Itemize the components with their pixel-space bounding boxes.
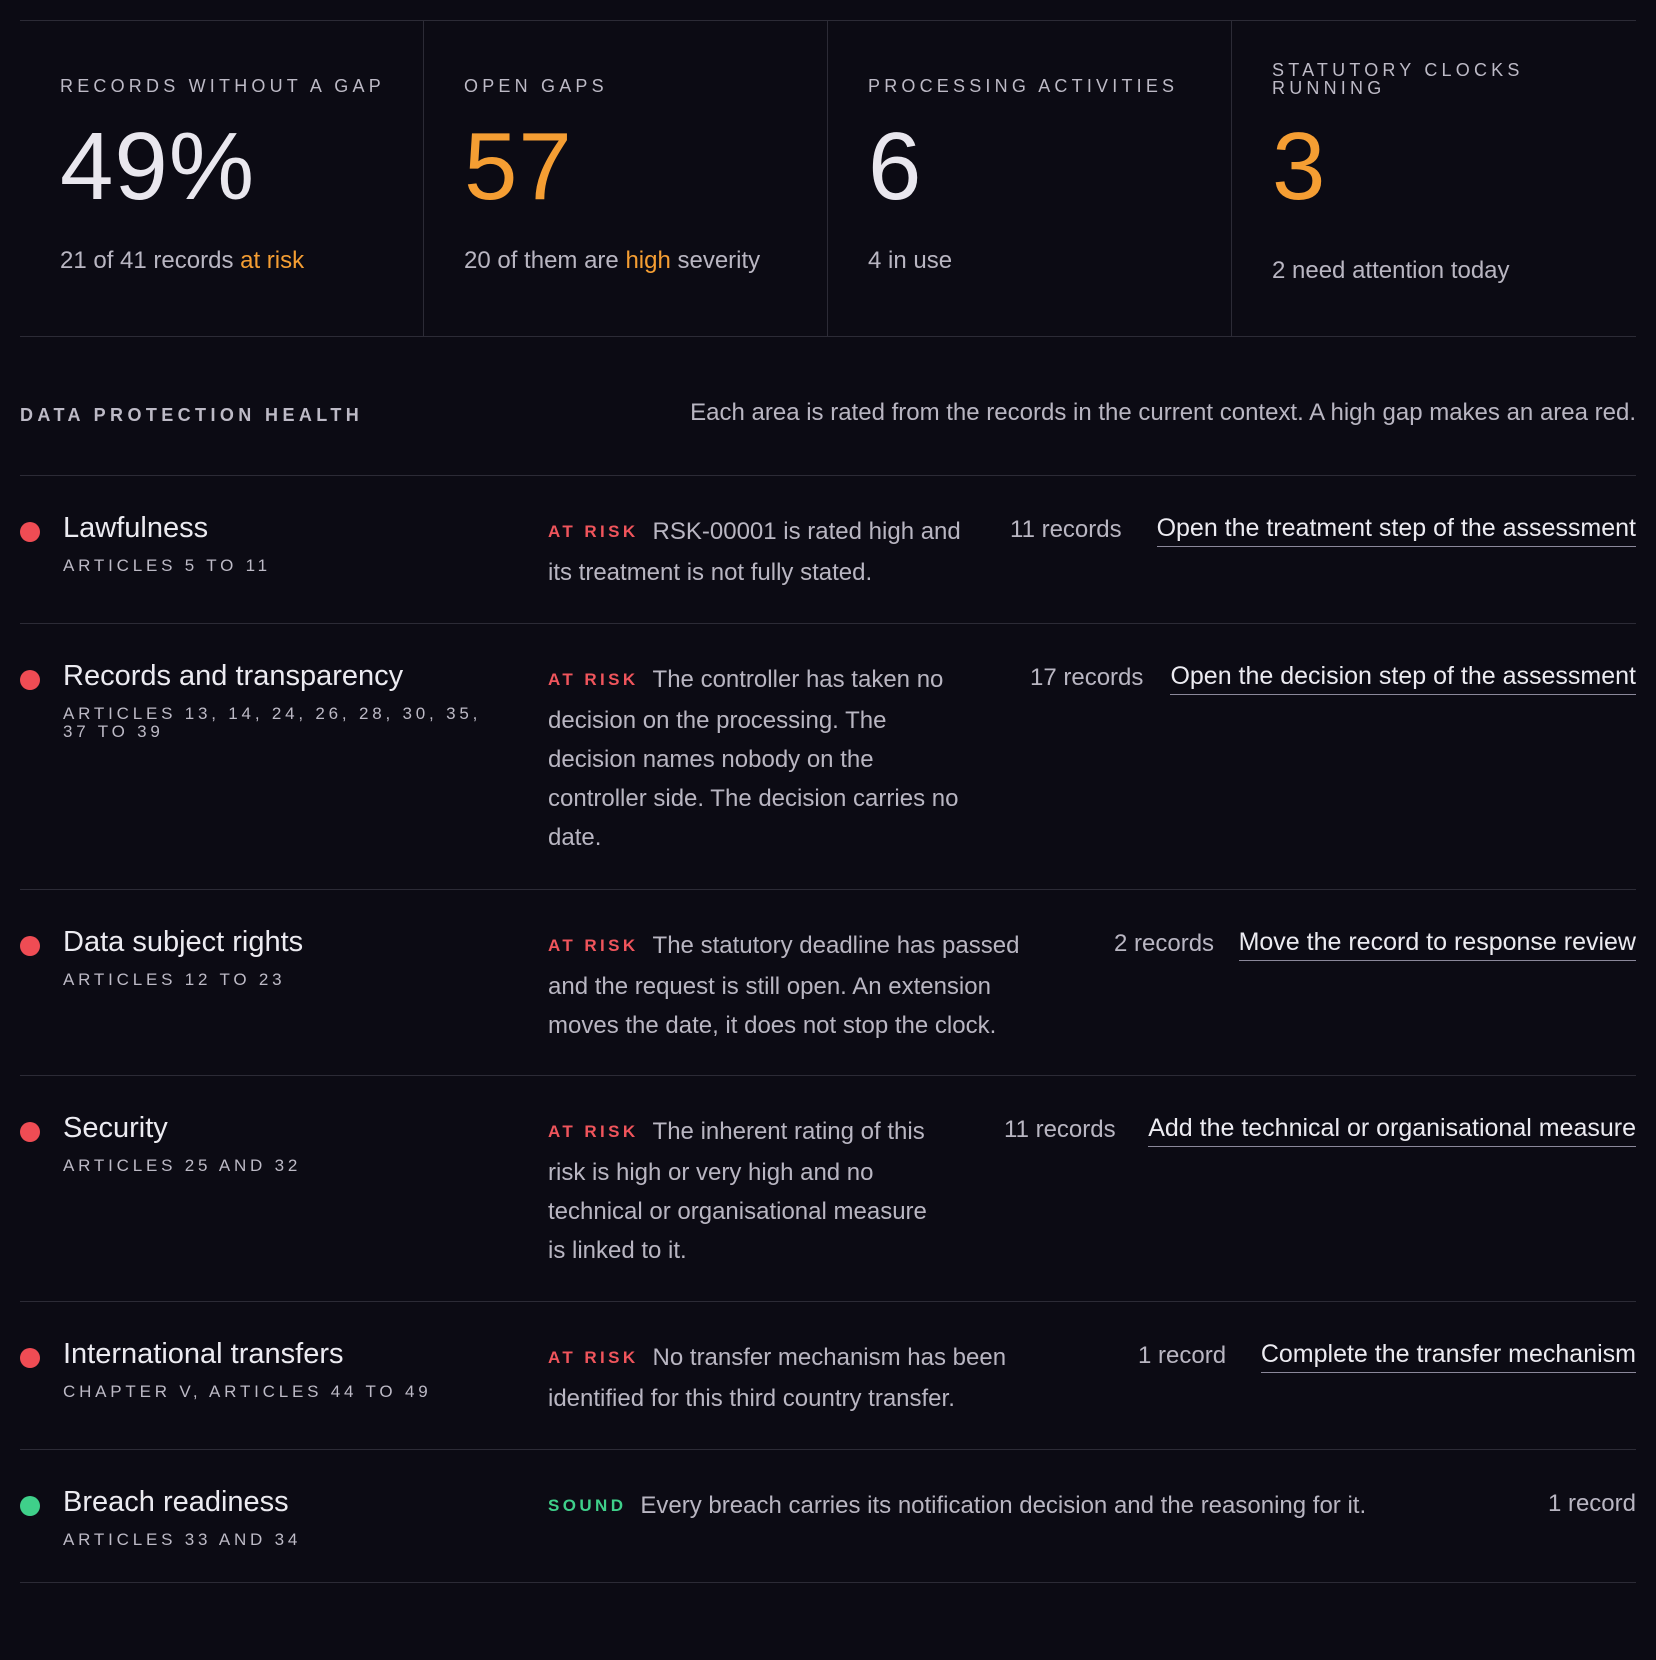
finding: AT RISK RSK-00001 is rated high and its t… bbox=[548, 512, 961, 592]
status-label: AT RISK bbox=[548, 670, 639, 689]
stat-value: 49% bbox=[60, 113, 256, 220]
stat-subtitle-highlight: high bbox=[625, 247, 671, 274]
area-name: Records and transparency bbox=[63, 660, 404, 692]
health-row-data-subject-rights: Data subject rights ARTICLES 12 TO 23 AT… bbox=[20, 890, 1636, 1076]
finding-text: identified for this third country transf… bbox=[548, 1385, 955, 1412]
status-label: AT RISK bbox=[548, 936, 639, 955]
finding-text: moves the date, it does not stop the clo… bbox=[548, 1012, 997, 1039]
status-dot-red bbox=[20, 936, 40, 956]
area-name: International transfers bbox=[63, 1338, 344, 1370]
area-name: Data subject rights bbox=[63, 926, 304, 958]
section-note: Each area is rated from the records in t… bbox=[690, 399, 1636, 426]
status-label: AT RISK bbox=[548, 1122, 639, 1141]
health-row-records-transparency: Records and transparency ARTICLES 13, 14… bbox=[20, 624, 1636, 890]
stat-subtitle: 21 of 41 records at risk bbox=[60, 247, 304, 275]
health-row-international-transfers: International transfers CHAPTER V, ARTIC… bbox=[20, 1302, 1636, 1450]
area-articles: ARTICLES 25 AND 32 bbox=[63, 1156, 302, 1175]
stat-subtitle-text: 21 of 41 records bbox=[60, 247, 241, 274]
stat-subtitle-highlight: at risk bbox=[240, 247, 305, 274]
stat-subtitle: 20 of them are high severity bbox=[464, 247, 760, 275]
status-dot-green bbox=[20, 1496, 40, 1516]
finding-text: RSK-00001 is rated high and bbox=[652, 518, 961, 545]
area-name: Security bbox=[63, 1112, 168, 1144]
finding-text: Every breach carries its notification de… bbox=[640, 1492, 1367, 1519]
stat-subtitle: 4 in use bbox=[868, 247, 953, 274]
finding-text: is linked to it. bbox=[548, 1237, 687, 1264]
status-dot-red bbox=[20, 522, 40, 542]
stat-label: PROCESSING ACTIVITIES bbox=[868, 76, 1179, 96]
finding-text: controller side. The decision carries no bbox=[548, 785, 959, 812]
area-articles: ARTICLES 33 AND 34 bbox=[63, 1530, 302, 1549]
record-count: 1 record bbox=[1138, 1342, 1227, 1369]
record-count: 11 records bbox=[1010, 516, 1122, 543]
stat-label-line: STATUTORY CLOCKS bbox=[1272, 60, 1524, 80]
stats-strip: RECORDS WITHOUT A GAP 49% 21 of 41 recor… bbox=[20, 20, 1636, 337]
stat-label: RECORDS WITHOUT A GAP bbox=[60, 76, 385, 96]
health-row-security: Security ARTICLES 25 AND 32 AT RISK The i… bbox=[20, 1076, 1636, 1302]
stat-open-gaps: OPEN GAPS 57 20 of them are high severit… bbox=[424, 21, 828, 336]
stat-processing-activities: PROCESSING ACTIVITIES 6 4 in use bbox=[828, 21, 1232, 336]
record-count: 2 records bbox=[1114, 930, 1215, 957]
record-count: 1 record bbox=[1547, 1490, 1636, 1517]
area-name: Lawfulness bbox=[63, 512, 209, 544]
finding-text: decision on the processing. The bbox=[548, 707, 887, 734]
finding: AT RISK The controller has taken no decis… bbox=[548, 660, 958, 857]
finding-text: its treatment is not fully stated. bbox=[548, 559, 873, 586]
stat-records-without-gap: RECORDS WITHOUT A GAP 49% 21 of 41 recor… bbox=[20, 21, 424, 336]
stat-value: 6 bbox=[868, 113, 923, 220]
stat-label: STATUTORY CLOCKS RUNNING bbox=[1272, 61, 1636, 113]
finding-text: technical or organisational measure bbox=[548, 1198, 927, 1225]
move-to-response-review-link[interactable]: Move the record to response review bbox=[1238, 928, 1636, 961]
finding-text: and the request is still open. An extens… bbox=[548, 973, 991, 1000]
open-decision-step-link[interactable]: Open the decision step of the assessment bbox=[1170, 662, 1636, 695]
status-label: AT RISK bbox=[548, 1348, 639, 1367]
area-articles: CHAPTER V, ARTICLES 44 TO 49 bbox=[63, 1382, 432, 1401]
finding-text: The statutory deadline has passed bbox=[652, 932, 1020, 959]
complete-transfer-mechanism-link[interactable]: Complete the transfer mechanism bbox=[1260, 1340, 1636, 1373]
health-section-header: DATA PROTECTION HEALTH Each area is rate… bbox=[20, 337, 1636, 476]
area-name: Breach readiness bbox=[63, 1486, 289, 1518]
stat-subtitle-text-end: severity bbox=[670, 247, 761, 274]
area-articles: ARTICLES 13, 14, 24, 26, 28, 30, 35, 37 … bbox=[63, 704, 482, 741]
stat-subtitle-text: 20 of them are bbox=[464, 247, 626, 274]
finding-text: risk is high or very high and no bbox=[548, 1159, 874, 1186]
add-measure-link[interactable]: Add the technical or organisational meas… bbox=[1148, 1114, 1636, 1147]
status-label: AT RISK bbox=[548, 522, 639, 541]
status-dot-red bbox=[20, 1348, 40, 1368]
stat-value: 57 bbox=[464, 113, 573, 220]
finding: SOUND Every breach carries its notificati… bbox=[548, 1486, 1366, 1527]
open-treatment-step-link[interactable]: Open the treatment step of the assessmen… bbox=[1156, 514, 1636, 547]
stat-statutory-clocks: STATUTORY CLOCKS RUNNING 3 2 need attent… bbox=[1232, 21, 1636, 336]
stat-label: OPEN GAPS bbox=[464, 76, 608, 96]
stat-subtitle: 2 need attention today bbox=[1272, 257, 1510, 284]
area-articles: ARTICLES 12 TO 23 bbox=[63, 970, 286, 989]
area-articles: ARTICLES 5 TO 11 bbox=[63, 556, 271, 575]
finding-text: decision names nobody on the bbox=[548, 746, 874, 773]
record-count: 17 records bbox=[1030, 664, 1144, 691]
finding-text: The inherent rating of this bbox=[652, 1118, 925, 1145]
health-row-lawfulness: Lawfulness ARTICLES 5 TO 11 AT RISK RSK-0… bbox=[20, 476, 1636, 624]
section-title: DATA PROTECTION HEALTH bbox=[20, 405, 364, 425]
finding-text: The controller has taken no bbox=[652, 666, 944, 693]
record-count: 11 records bbox=[1004, 1116, 1116, 1143]
finding-text: date. bbox=[548, 824, 602, 851]
finding: AT RISK No transfer mechanism has been id… bbox=[548, 1338, 1006, 1418]
finding-text: No transfer mechanism has been bbox=[652, 1344, 1007, 1371]
health-row-breach-readiness: Breach readiness ARTICLES 33 AND 34 SOUN… bbox=[20, 1450, 1636, 1583]
stat-value: 3 bbox=[1272, 113, 1327, 220]
finding: AT RISK The inherent rating of this risk … bbox=[548, 1112, 927, 1270]
status-dot-red bbox=[20, 670, 40, 690]
status-label: SOUND bbox=[548, 1496, 627, 1515]
finding: AT RISK The statutory deadline has passed… bbox=[548, 926, 1019, 1045]
stat-label-line: RUNNING bbox=[1272, 78, 1386, 98]
status-dot-red bbox=[20, 1122, 40, 1142]
